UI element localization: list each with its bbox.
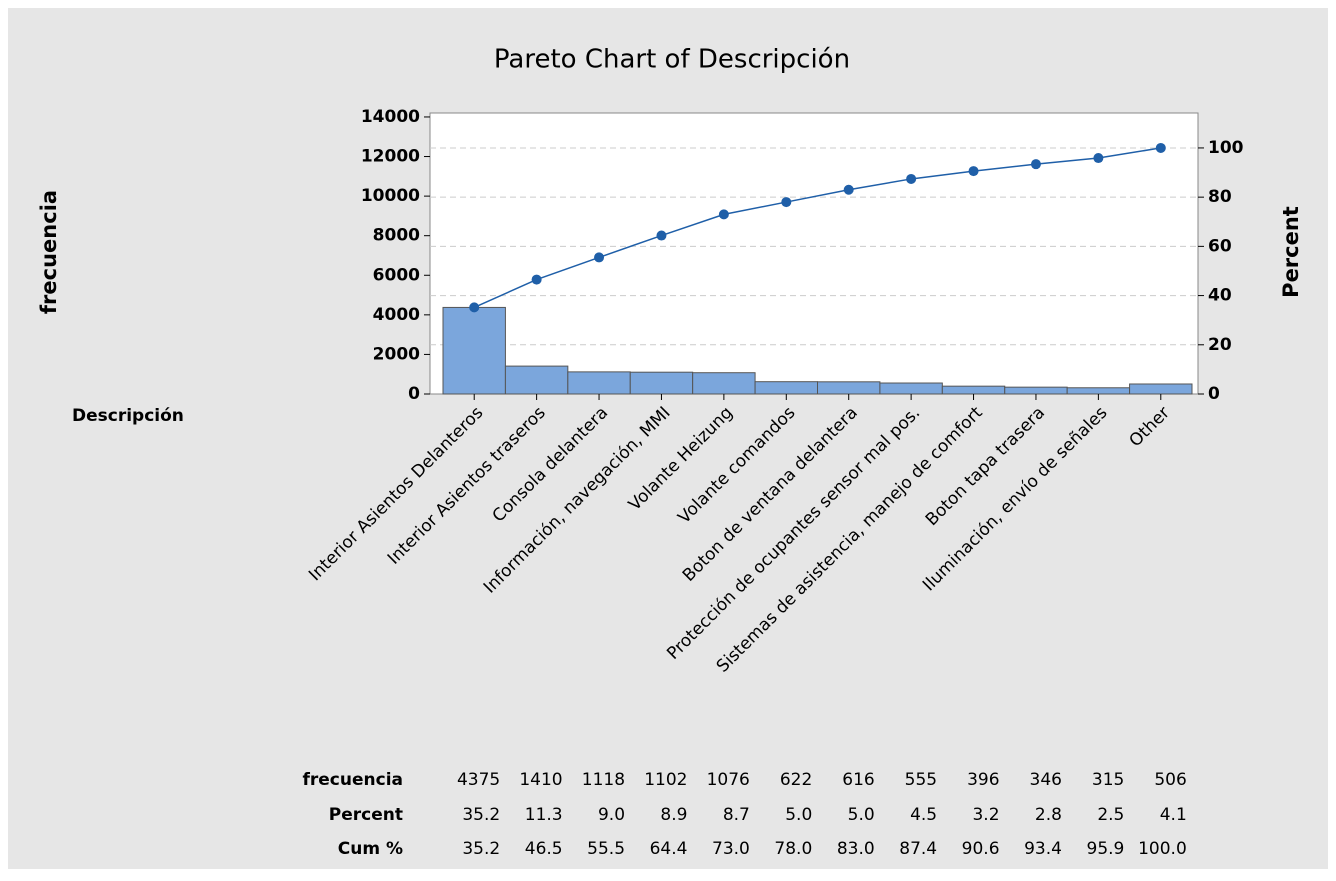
bar [817,381,881,395]
table-value: 9.0 [598,805,625,825]
table-value: 1076 [707,770,750,790]
table-value: 4375 [457,770,500,790]
y2-axis-label: Percent [1279,206,1303,298]
table-value: 1410 [519,770,562,790]
table-value: 4.5 [910,805,937,825]
table-value: 5.0 [785,805,812,825]
cum-point [781,197,792,208]
table-value: 346 [1030,770,1062,790]
bar [692,372,756,395]
y2-tick-label: 100 [1208,138,1244,158]
y-tick-label: 10000 [361,186,420,206]
cum-point [531,274,542,285]
table-value: 1118 [582,770,625,790]
y-tick-label: 12000 [361,147,420,167]
cum-point [1155,142,1166,153]
y2-tick-label: 20 [1208,335,1232,355]
cum-point [1030,159,1041,170]
table-value: 8.7 [723,805,750,825]
table-value: 622 [780,770,812,790]
table-value: 2.5 [1097,805,1124,825]
table-value: 8.9 [660,805,687,825]
table-value: 555 [905,770,937,790]
table-row-label: Percent [329,805,403,825]
table-value: 90.6 [962,839,1000,859]
chart-title: Pareto Chart of Descripción [494,45,850,75]
table-value: 46.5 [525,839,563,859]
cum-point [968,166,979,177]
y2-tick-label: 60 [1208,236,1232,256]
y2-tick-label: 80 [1208,187,1232,207]
table-value: 396 [967,770,999,790]
table-value: 3.2 [972,805,999,825]
y-tick-label: 14000 [361,107,420,127]
table-value: 73.0 [712,839,750,859]
table-value: 83.0 [837,839,875,859]
table-value: 4.1 [1160,805,1187,825]
table-value: 5.0 [848,805,875,825]
bar [1066,387,1131,395]
table-row-label: frecuencia [303,770,404,790]
y2-tick-label: 40 [1208,286,1232,306]
table-value: 78.0 [774,839,812,859]
plot-area [429,112,1199,395]
table-value: 506 [1154,770,1186,790]
y-tick-label: 4000 [373,305,420,325]
y-tick-label: 2000 [373,344,420,364]
bar [754,381,818,395]
y2-tick-label: 0 [1208,384,1220,404]
y-tick-label: 8000 [373,226,420,246]
bar [1004,386,1068,395]
y-tick-label: 6000 [373,265,420,285]
cum-point [843,184,854,195]
table-value: 95.9 [1087,839,1125,859]
bar [941,385,1006,395]
table-value: 11.3 [525,805,563,825]
y-axis-label: frecuencia [37,190,61,314]
table-value: 35.2 [462,839,500,859]
cum-point [718,209,729,220]
table-value: 35.2 [462,805,500,825]
table-value: 1102 [644,770,687,790]
table-value: 93.4 [1024,839,1062,859]
cum-point [906,173,917,184]
bar [879,382,943,395]
bar [504,365,569,395]
cum-point [469,302,480,313]
bar [567,371,631,395]
table-value: 315 [1092,770,1124,790]
table-value: 64.4 [650,839,688,859]
y-tick-label: 0 [408,384,420,404]
x-axis-label: Descripción [72,406,184,426]
cum-point [1093,153,1104,164]
table-value: 2.8 [1035,805,1062,825]
cum-point [656,230,667,241]
bar [442,306,506,395]
table-value: 55.5 [587,839,625,859]
table-value: 616 [842,770,874,790]
table-row-label: Cum % [338,839,403,859]
table-value: 87.4 [899,839,937,859]
bar [1129,383,1193,395]
bar [629,371,694,395]
table-value: 100.0 [1138,839,1187,859]
cum-line [473,147,1161,309]
cum-point [594,252,605,263]
